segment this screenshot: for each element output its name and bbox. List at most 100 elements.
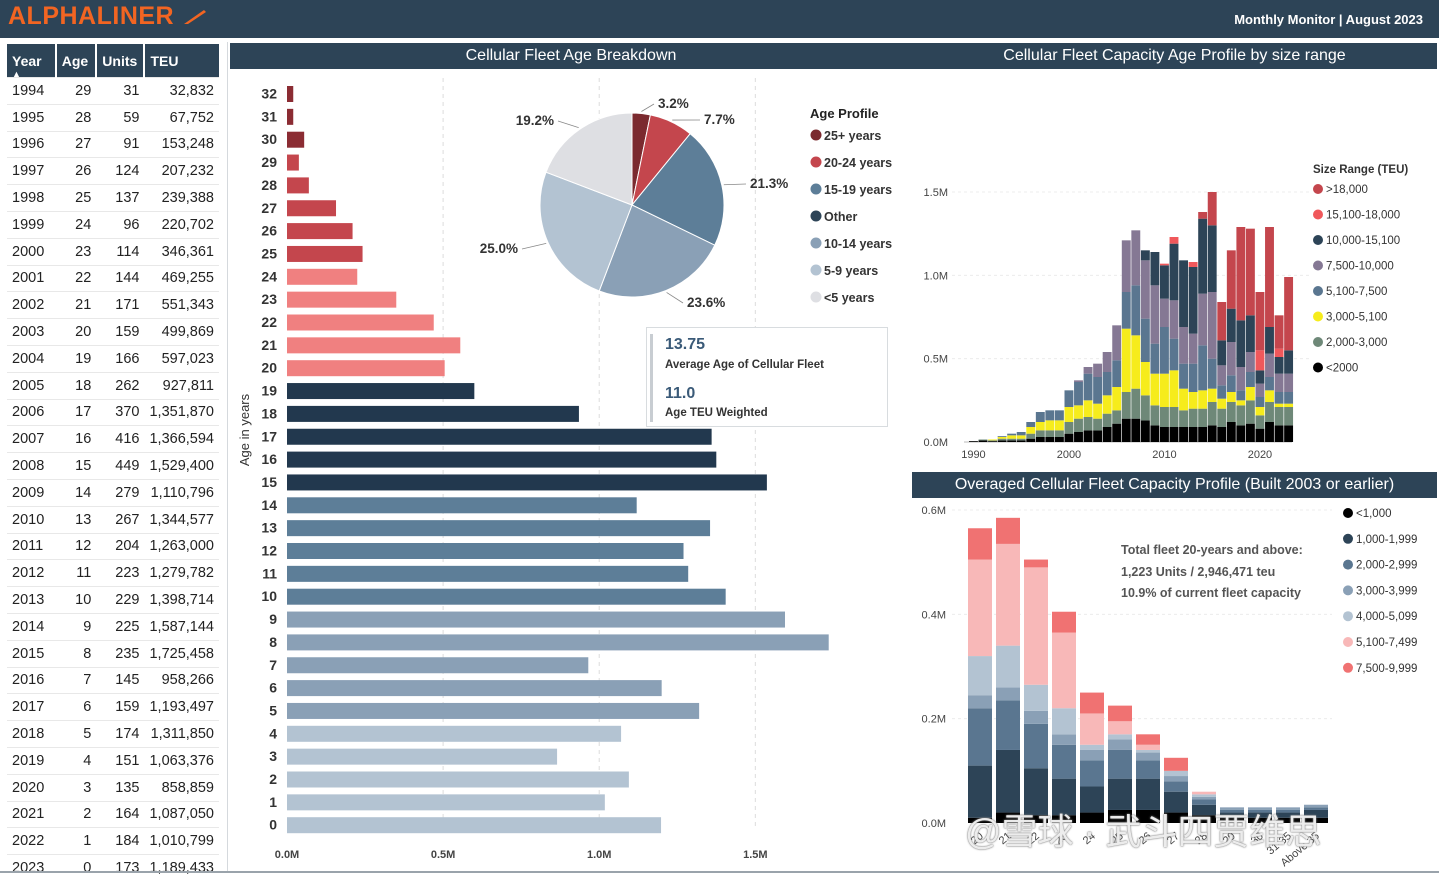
x-tick-label: 1990	[961, 449, 985, 461]
overaged-note: Total fleet 20-years and above: 1,223 Un…	[1121, 540, 1303, 605]
stacked-bar-segment	[1007, 434, 1016, 436]
table-cell-teu: 1,366,594	[144, 426, 219, 453]
table-cell-year: 1999	[7, 211, 56, 238]
column-header-age[interactable]: Age	[56, 44, 97, 78]
stacked-bar-segment	[1024, 685, 1048, 711]
table-cell-age: 14	[56, 479, 97, 506]
stacked-bar-segment	[1150, 405, 1159, 425]
stacked-bar-segment	[1275, 407, 1284, 425]
table-cell-teu: 597,023	[144, 345, 219, 372]
legend-marker	[811, 265, 822, 276]
table-cell-teu: 927,811	[144, 372, 219, 399]
stacked-bar-segment	[1284, 374, 1293, 392]
legend-label: Other	[824, 210, 857, 224]
legend-marker	[811, 157, 822, 168]
y-tick-label: 18	[261, 405, 277, 421]
stacked-bar-segment	[1256, 397, 1265, 407]
stacked-bar-segment	[1122, 329, 1131, 392]
stacked-bar-segment	[1179, 410, 1188, 427]
age-bar	[287, 566, 688, 582]
legend-label: 10-14 years	[824, 237, 892, 251]
stacked-bar-segment	[1093, 430, 1102, 442]
pie-leader-line	[667, 292, 683, 303]
stacked-bar-segment	[1055, 430, 1064, 437]
stacked-bar-segment	[1036, 430, 1045, 437]
stacked-bar-segment	[1236, 425, 1245, 442]
stacked-bar-segment	[1208, 402, 1217, 425]
legend-label: 10,000-15,100	[1326, 235, 1400, 247]
table-cell-units: 171	[96, 292, 144, 319]
stacked-bar-segment	[1007, 440, 1016, 442]
column-header-units[interactable]: Units	[96, 44, 144, 78]
table-cell-teu: 1,189,433	[144, 855, 219, 881]
stacked-bar-segment	[1227, 342, 1236, 375]
column-header-teu[interactable]: TEU	[144, 44, 219, 78]
stacked-bar-segment	[1227, 309, 1236, 342]
legend-label: >18,000	[1326, 184, 1368, 196]
table-cell-age: 12	[56, 533, 97, 560]
stacked-bar-segment	[1080, 745, 1104, 750]
table-cell-age: 20	[56, 319, 97, 346]
stacked-bar-segment	[1131, 230, 1140, 285]
x-tick-label: 2010	[1152, 449, 1176, 461]
legend-label: 7,500-10,000	[1326, 261, 1394, 273]
age-bar	[287, 726, 621, 742]
stacked-bar-segment	[1074, 405, 1083, 418]
column-header-year[interactable]: Year ▲	[7, 44, 56, 78]
y-tick-label: 17	[261, 428, 277, 444]
table-cell-age: 28	[56, 104, 97, 131]
stacked-bar-segment	[1275, 425, 1284, 442]
table-cell-year: 2013	[7, 587, 56, 614]
stacked-bar-segment	[1208, 192, 1217, 225]
stacked-bar-segment	[1108, 706, 1132, 722]
y-tick-label: 0.4M	[922, 609, 946, 621]
stacked-bar-segment	[1160, 265, 1169, 298]
table-cell-age: 27	[56, 131, 97, 158]
stacked-bar-segment	[1256, 429, 1265, 442]
age-profile-pie-chart: 3.2%7.7%21.3%23.6%25.0%19.2%Age Profile2…	[470, 88, 910, 318]
table-cell-teu: 1,087,050	[144, 801, 219, 828]
stacked-bar-segment	[1265, 327, 1274, 354]
stacked-bar-segment	[1256, 384, 1265, 397]
stacked-bar-segment	[1036, 412, 1045, 422]
stacked-bar-segment	[1284, 425, 1293, 442]
stacked-bar-segment	[1052, 633, 1076, 709]
stacked-bar-segment	[1217, 409, 1226, 427]
stacked-bar-segment	[1045, 437, 1054, 442]
stacked-bar-segment	[1265, 390, 1274, 402]
stacked-bar-segment	[1170, 300, 1179, 338]
overaged-note-line1: Total fleet 20-years and above:	[1121, 540, 1303, 562]
age-bar	[287, 315, 434, 331]
stacked-bar-segment	[1275, 349, 1284, 357]
